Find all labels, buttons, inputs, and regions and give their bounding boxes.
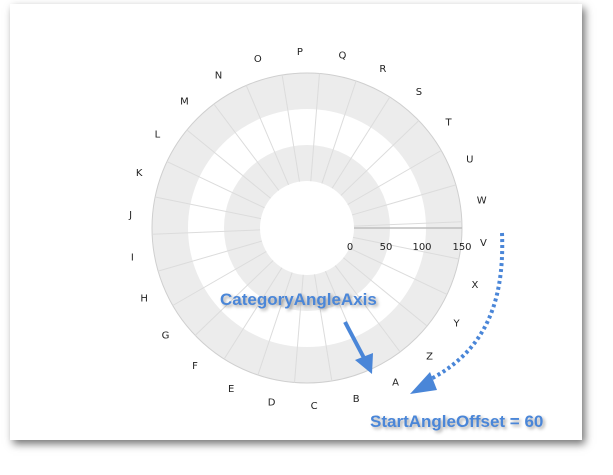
angle-gridline [294,274,304,383]
angle-gridline [334,265,401,353]
category-label: X [471,280,478,291]
radius-tick-label: 150 [452,242,471,253]
category-label: K [136,168,143,179]
category-label: N [215,71,222,82]
radius-tick-label: 50 [380,242,393,253]
angle-gridline [349,247,448,295]
category-label: R [379,64,386,75]
category-label: M [180,96,189,107]
angle-gridline [343,257,428,327]
category-label: C [311,401,318,412]
category-label: J [128,210,132,221]
angle-gridline [152,229,261,235]
curved-arrow-head [410,372,437,394]
arrow-shaft [343,321,366,359]
category-label: W [477,196,487,207]
angle-gridline [155,196,262,220]
angle-gridline [331,96,391,189]
category-label: O [254,54,262,65]
angle-gridline [321,80,357,184]
angle-gridline [310,73,320,182]
radius-tick-label: 0 [347,242,353,253]
dotted-curved-arrow [424,232,505,384]
angle-gridline [157,240,262,272]
angle-gridline [352,236,459,260]
category-label: S [416,87,422,98]
angle-gridline [314,274,333,382]
category-label: T [444,118,452,129]
angle-gridline [172,251,267,306]
radial-band [260,181,354,275]
angle-gridline [353,221,462,227]
category-angle-axis-annotation: CategoryAngleAxis [220,290,377,309]
start-angle-offset-annotation: StartAngleOffset = 60 [370,412,544,431]
category-label: D [268,397,276,408]
angle-gridline [340,120,420,196]
angle-gridline [223,267,283,360]
category-label: Y [453,319,461,330]
category-label: Z [426,352,433,363]
category-label: V [480,238,487,249]
angle-gridline [186,129,271,199]
category-label: A [392,377,399,388]
angle-gridline [257,272,293,376]
angle-gridline [347,150,442,205]
arrow-head [355,353,373,374]
category-label: F [192,361,198,372]
category-label: E [228,384,234,395]
category-label: Q [338,51,346,62]
angle-gridline [352,184,457,216]
angle-gridline [213,103,280,191]
angle-gridline [245,85,290,185]
category-label: P [297,47,303,58]
category-label: G [162,330,170,341]
category-label: L [155,129,161,140]
angle-gridline [166,161,265,209]
category-label: I [131,252,134,263]
angle-gridline [194,260,274,336]
category-label: B [353,394,360,405]
radius-tick-label: 100 [412,242,431,253]
angle-gridline [281,74,300,182]
category-label: H [140,293,148,304]
category-label: U [466,155,473,166]
